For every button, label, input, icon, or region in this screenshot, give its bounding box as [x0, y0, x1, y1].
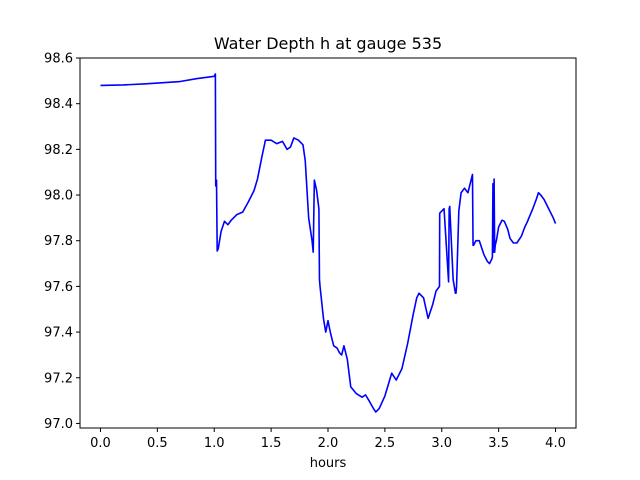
- x-tick-label: 3.5: [488, 436, 509, 451]
- y-tick-label: 97.4: [44, 326, 73, 341]
- x-tick-label: 3.0: [431, 436, 452, 451]
- chart-title: Water Depth h at gauge 535: [214, 34, 442, 53]
- x-tick-label: 2.0: [318, 436, 339, 451]
- x-axis-ticks: 0.0 0.5 1.0 1.5 2.0 2.5 3.0 3.5 4.0: [90, 428, 566, 451]
- y-tick-label: 98.0: [44, 189, 73, 204]
- x-axis-label: hours: [310, 456, 347, 471]
- x-tick-label: 0.5: [147, 436, 168, 451]
- y-tick-label: 98.6: [44, 52, 73, 67]
- water-depth-series-line: [100, 73, 557, 413]
- y-tick-label: 97.6: [44, 280, 73, 295]
- x-tick-label: 1.0: [204, 436, 225, 451]
- x-tick-label: 0.0: [90, 436, 111, 451]
- plot-area: [100, 73, 557, 413]
- y-tick-label: 97.0: [44, 417, 73, 432]
- x-tick-label: 4.0: [545, 436, 566, 451]
- y-tick-label: 97.2: [44, 371, 73, 386]
- y-axis-ticks: 97.0 97.2 97.4 97.6 97.8 98.0 98.2 98.4 98.6: [44, 52, 80, 432]
- y-tick-label: 97.8: [44, 234, 73, 249]
- axes-frame: [79, 57, 577, 429]
- x-tick-label: 2.5: [375, 436, 396, 451]
- y-tick-label: 98.2: [44, 143, 73, 158]
- x-tick-label: 1.5: [261, 436, 282, 451]
- y-tick-label: 98.4: [44, 97, 73, 112]
